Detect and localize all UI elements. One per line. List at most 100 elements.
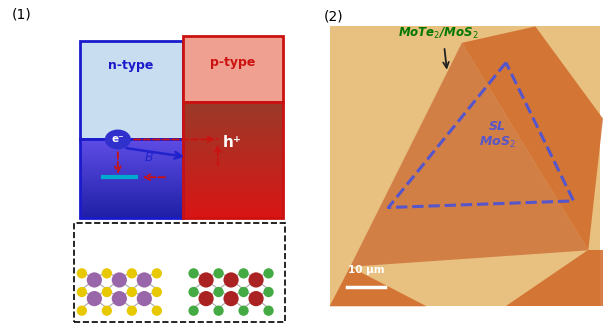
Bar bbox=[80, 186, 183, 187]
Bar bbox=[183, 211, 282, 214]
Bar bbox=[80, 152, 183, 153]
Bar bbox=[183, 145, 282, 148]
Text: B: B bbox=[145, 151, 153, 164]
Bar bbox=[183, 206, 282, 208]
Bar bbox=[80, 217, 183, 218]
Bar bbox=[80, 174, 183, 175]
Bar bbox=[80, 210, 183, 211]
Text: SL
MoS$_2$: SL MoS$_2$ bbox=[478, 120, 515, 150]
Bar bbox=[80, 162, 183, 163]
Bar bbox=[183, 180, 282, 183]
Bar bbox=[183, 174, 282, 177]
Point bbox=[189, 289, 199, 295]
Point bbox=[89, 277, 99, 283]
Bar bbox=[183, 109, 282, 111]
Bar bbox=[183, 198, 282, 200]
Polygon shape bbox=[350, 43, 589, 267]
Point bbox=[127, 271, 137, 276]
Bar bbox=[183, 196, 282, 198]
Point bbox=[251, 277, 261, 283]
Bar bbox=[183, 191, 282, 193]
Bar bbox=[183, 140, 282, 142]
Bar bbox=[80, 197, 183, 198]
Bar bbox=[80, 188, 183, 190]
Bar bbox=[80, 185, 183, 186]
Bar bbox=[183, 103, 282, 105]
Bar bbox=[183, 148, 282, 151]
Text: (2): (2) bbox=[323, 10, 343, 24]
Bar bbox=[80, 208, 183, 209]
Bar bbox=[183, 113, 282, 115]
Bar bbox=[183, 146, 282, 149]
Bar bbox=[183, 102, 282, 104]
Bar bbox=[80, 169, 183, 170]
Bar bbox=[80, 209, 183, 210]
Bar bbox=[183, 170, 282, 172]
Bar bbox=[80, 194, 183, 195]
Point bbox=[201, 296, 211, 301]
Polygon shape bbox=[506, 250, 603, 306]
Point bbox=[114, 296, 124, 301]
Polygon shape bbox=[462, 27, 603, 250]
Bar bbox=[80, 189, 183, 190]
Point bbox=[239, 271, 248, 276]
Bar bbox=[80, 147, 183, 148]
Bar bbox=[80, 178, 183, 179]
Bar bbox=[80, 142, 183, 143]
Bar bbox=[80, 184, 183, 185]
Bar bbox=[183, 124, 282, 126]
Bar bbox=[183, 110, 282, 112]
Bar bbox=[80, 214, 183, 215]
Bar bbox=[183, 169, 282, 171]
Bar bbox=[80, 164, 183, 165]
Bar bbox=[183, 136, 282, 138]
Bar bbox=[183, 129, 282, 131]
Bar bbox=[183, 112, 282, 114]
Bar bbox=[80, 208, 183, 209]
Bar bbox=[183, 114, 282, 116]
Bar bbox=[183, 140, 282, 143]
Bar bbox=[183, 137, 282, 139]
Bar bbox=[183, 153, 282, 156]
Bar bbox=[80, 155, 183, 156]
Bar bbox=[80, 150, 183, 151]
Bar bbox=[183, 173, 282, 175]
Bar bbox=[80, 179, 183, 180]
Bar bbox=[80, 144, 183, 145]
Point bbox=[226, 296, 236, 301]
Bar bbox=[183, 155, 282, 157]
Point bbox=[102, 271, 112, 276]
Bar bbox=[80, 156, 183, 157]
Bar bbox=[183, 207, 282, 209]
Bar bbox=[80, 139, 183, 218]
Bar bbox=[183, 190, 282, 192]
Bar bbox=[80, 167, 183, 168]
Bar bbox=[80, 196, 183, 198]
Bar bbox=[80, 160, 183, 161]
Bar bbox=[80, 186, 183, 187]
Bar bbox=[183, 194, 282, 196]
Bar bbox=[80, 204, 183, 205]
Bar bbox=[80, 207, 183, 208]
Text: p-type: p-type bbox=[210, 56, 255, 69]
Bar bbox=[80, 165, 183, 166]
Bar bbox=[183, 162, 282, 164]
Bar bbox=[80, 191, 183, 192]
Bar bbox=[80, 198, 183, 199]
Bar bbox=[80, 143, 183, 144]
Bar bbox=[80, 168, 183, 169]
Text: e⁻: e⁻ bbox=[111, 134, 124, 144]
Bar bbox=[183, 175, 282, 178]
Bar bbox=[80, 156, 183, 157]
Bar bbox=[183, 165, 282, 167]
Bar bbox=[80, 171, 183, 172]
Bar bbox=[183, 203, 282, 205]
Bar bbox=[183, 178, 282, 181]
Bar bbox=[183, 193, 282, 195]
Bar bbox=[80, 148, 183, 149]
Bar bbox=[183, 215, 282, 217]
Bar bbox=[183, 157, 282, 159]
Bar bbox=[80, 139, 183, 140]
Point bbox=[213, 271, 223, 276]
Point bbox=[213, 308, 223, 313]
